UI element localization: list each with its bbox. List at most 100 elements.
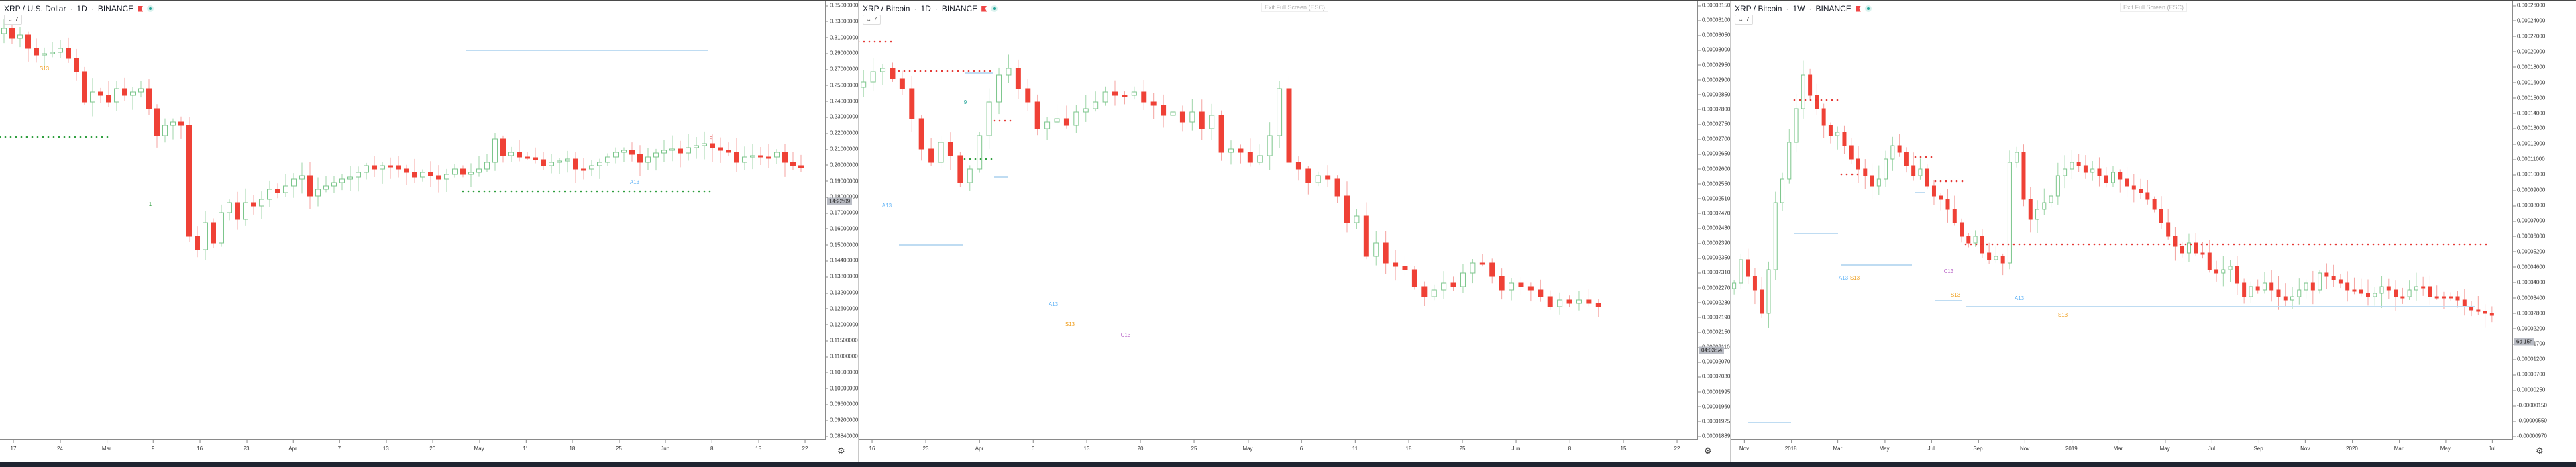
- indicators-collapse-toggle[interactable]: ⌄ 7: [863, 15, 881, 25]
- price-tick-label: 0.24000000: [826, 98, 858, 104]
- plot-area[interactable]: A13 S13 C13 S13 A13 S13 XRP / Bitcoin · 1W · …: [1731, 1, 2512, 440]
- time-tick-label: 18: [1405, 440, 1412, 452]
- time-tick-label: Sep: [1973, 440, 1983, 452]
- time-tick-label: 23: [243, 440, 250, 452]
- time-tick-label: 7: [337, 440, 341, 452]
- svg-text:A13: A13: [882, 203, 892, 209]
- exchange: BINANCE: [97, 4, 134, 13]
- flag-icon[interactable]: [138, 5, 144, 12]
- symbol-name: XRP / U.S. Dollar: [4, 4, 66, 13]
- price-tick-label: 0.00009000: [2513, 187, 2545, 193]
- time-axis[interactable]: 16 23 Apr 6 13 20 25 May 6 11 18 25 Jun 8 15 22: [859, 439, 1697, 462]
- indicators-collapse-toggle[interactable]: ⌄ 7: [1735, 15, 1753, 25]
- time-tick-label: 13: [1083, 440, 1090, 452]
- symbol-legend[interactable]: XRP / Bitcoin · 1D · BINANCE: [863, 4, 998, 13]
- price-tick-label: 0.12000000: [826, 321, 858, 327]
- price-tick-label: 0.00003100: [1698, 17, 1730, 23]
- price-axis[interactable]: 0.35000000 0.33000000 0.31000000 0.29000000…: [825, 1, 859, 440]
- price-tick-label: 0.00004600: [2513, 264, 2545, 270]
- price-tick-label: 0.00005200: [2513, 248, 2545, 254]
- price-tick-label: 0.00002350: [1698, 255, 1730, 261]
- price-tick-label: 0.00002800: [2513, 310, 2545, 316]
- time-axis[interactable]: 17 24 Mar 9 16 23 Apr 7 13 20 May 11 18 25 Jun 8 15 22: [0, 439, 825, 462]
- svg-text:9: 9: [964, 99, 967, 105]
- flag-icon[interactable]: [1855, 5, 1861, 12]
- settings-gear-icon[interactable]: ⚙: [837, 446, 845, 456]
- symbol-legend[interactable]: XRP / U.S. Dollar · 1D · BINANCE: [4, 4, 154, 13]
- bar-countdown-label: 04:03:54: [1699, 346, 1725, 354]
- svg-text:A13: A13: [2015, 295, 2025, 301]
- price-tick-label: 0.00002650: [1698, 151, 1730, 157]
- price-tick-label: 0.08840000: [826, 433, 858, 439]
- price-tick-label: 0.00002900: [1698, 76, 1730, 83]
- price-tick-label: -0.00000970: [2513, 433, 2547, 439]
- exit-fullscreen-button[interactable]: Exit Full Screen (ESC): [2120, 3, 2188, 12]
- exit-fullscreen-button[interactable]: Exit Full Screen (ESC): [1261, 3, 1329, 12]
- separator: ·: [934, 4, 938, 13]
- price-tick-label: 0.00000700: [2513, 372, 2545, 378]
- time-tick-label: Sep: [2253, 440, 2263, 452]
- price-tick-label: 0.00003400: [2513, 295, 2545, 301]
- time-axis[interactable]: Nov 2018 Mar May Jul Sep Nov 2019 Mar May Jul Sep No…: [1731, 439, 2512, 462]
- price-tick-label: 0.11000000: [826, 354, 858, 360]
- price-tick-label: 0.27000000: [826, 66, 858, 72]
- price-tick-label: 0.00000250: [2513, 387, 2545, 393]
- price-axis[interactable]: 0.00026000 0.00024000 0.00022000 0.00020000…: [2512, 1, 2576, 440]
- price-tick-label: 0.14400000: [826, 258, 858, 264]
- indicators-collapse-toggle[interactable]: ⌄ 7: [4, 15, 22, 25]
- candlestick-series: A13 A13 S13 C13 9: [859, 40, 1601, 338]
- price-tick-label: 0.21000000: [826, 146, 858, 152]
- price-tick-label: 0.00002200: [2513, 325, 2545, 331]
- price-tick-label: 0.25000000: [826, 82, 858, 88]
- time-tick-label: 15: [1620, 440, 1627, 452]
- plot-area[interactable]: S13 1 A13 9 XRP / U.S. Dollar · 1D · BINANC…: [0, 1, 825, 440]
- time-tick-label: Mar: [101, 440, 111, 452]
- chevron-down-icon: ⌄: [7, 16, 15, 23]
- time-tick-label: 6: [1299, 440, 1303, 452]
- price-tick-label: 0.00002750: [1698, 121, 1730, 127]
- price-tick-label: 0.00002800: [1698, 106, 1730, 112]
- plot-area[interactable]: A13 A13 S13 C13 9 XRP / Bitcoin · 1D · BINAN…: [859, 1, 1697, 440]
- price-tick-label: 0.00002150: [1698, 329, 1730, 335]
- price-tick-label: 0.11500000: [826, 338, 858, 344]
- symbol-legend[interactable]: XRP / Bitcoin · 1W · BINANCE: [1735, 4, 1872, 13]
- price-tick-label: 0.00012000: [2513, 141, 2545, 147]
- price-tick-label: 0.35000000: [826, 3, 858, 9]
- price-tick-label: 0.00002510: [1698, 195, 1730, 201]
- time-tick-label: May: [474, 440, 484, 452]
- settings-gear-icon[interactable]: ⚙: [1704, 446, 1712, 456]
- settings-gear-icon[interactable]: ⚙: [2536, 446, 2544, 456]
- price-tick-label: 0.00002430: [1698, 225, 1730, 231]
- symbol-name: XRP / Bitcoin: [863, 4, 910, 13]
- chart-pane-xrp-btc-1d[interactable]: A13 A13 S13 C13 9 XRP / Bitcoin · 1D · BINAN…: [859, 1, 1731, 462]
- svg-text:S13: S13: [2058, 312, 2068, 318]
- price-tick-label: 0.00002550: [1698, 180, 1730, 187]
- price-tick-label: 0.00003000: [1698, 47, 1730, 53]
- svg-text:A13: A13: [1839, 275, 1849, 281]
- price-axis[interactable]: 0.00003150 0.00003100 0.00003050 0.00003000…: [1697, 1, 1731, 440]
- price-tick-label: 0.17000000: [826, 210, 858, 216]
- price-tick-label: 0.00002070: [1698, 359, 1730, 365]
- svg-text:9: 9: [710, 136, 713, 142]
- svg-text:1: 1: [149, 201, 152, 207]
- time-tick-label: 2019: [2065, 440, 2078, 452]
- chart-pane-xrp-usd-1d[interactable]: S13 1 A13 9 XRP / U.S. Dollar · 1D · BINANC…: [0, 1, 859, 462]
- price-tick-label: 0.19000000: [826, 178, 858, 184]
- time-tick-label: 8: [1568, 440, 1572, 452]
- chart-pane-xrp-btc-1w[interactable]: A13 S13 C13 S13 A13 S13 XRP / Bitcoin · 1W · …: [1731, 1, 2576, 462]
- chevron-down-icon: ⌄: [1738, 16, 1746, 23]
- time-tick-label: Jun: [661, 440, 670, 452]
- flag-icon[interactable]: [981, 5, 987, 12]
- svg-text:S13: S13: [1951, 292, 1961, 298]
- price-tick-label: 0.10500000: [826, 369, 858, 375]
- time-tick-label: 20: [1137, 440, 1144, 452]
- price-tick-label: 0.10000000: [826, 385, 858, 391]
- time-tick-label: 16: [197, 440, 203, 452]
- price-tick-label: 0.20000000: [826, 162, 858, 168]
- time-tick-label: 6: [1031, 440, 1035, 452]
- market-open-icon: [1864, 5, 1872, 12]
- price-tick-label: 0.23000000: [826, 114, 858, 120]
- time-tick-label: May: [1879, 440, 1890, 452]
- exchange: BINANCE: [1815, 4, 1851, 13]
